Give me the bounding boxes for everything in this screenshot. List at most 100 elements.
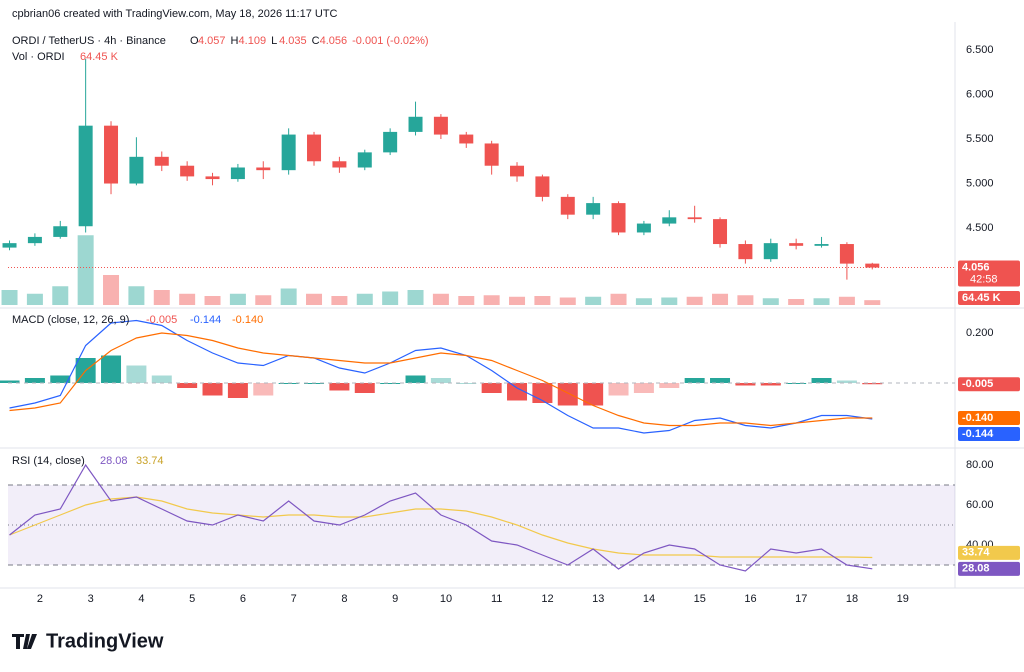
candle-body [357, 152, 372, 168]
macd-hist-label-bg [958, 377, 1020, 392]
y-tick-label: 6.000 [966, 88, 994, 100]
volume-bar [559, 297, 576, 305]
candle-body [560, 196, 575, 215]
histogram-bar [101, 355, 122, 383]
histogram-bar [735, 383, 756, 386]
histogram-bar [253, 383, 274, 396]
last-price-label-bg [958, 260, 1020, 287]
volume-bar [229, 293, 246, 305]
volume-bar [1, 290, 18, 305]
candle-body [383, 131, 398, 153]
ohlc-legend: H [231, 35, 239, 47]
histogram-bar [177, 383, 198, 388]
histogram-bar [760, 383, 781, 386]
candle-body [789, 243, 804, 246]
candle-body [839, 244, 854, 264]
volume-bar [179, 293, 196, 305]
candle-body [129, 156, 144, 184]
x-tick-label: 13 [592, 593, 604, 605]
rsi-band [8, 485, 955, 565]
x-tick-label: 6 [240, 593, 246, 605]
volume-bar [382, 291, 399, 305]
volume-bar [280, 288, 297, 305]
histogram-bar [557, 383, 578, 406]
rsi-ma-label: 33.74 [962, 547, 990, 559]
rsi-legend-ma: 33.74 [136, 455, 164, 467]
candle-body [205, 176, 220, 180]
histogram-bar [380, 383, 401, 384]
macd-legend-hist: -0.005 [146, 314, 177, 326]
histogram-bar [507, 383, 528, 401]
y-tick-label: 5.500 [966, 133, 994, 145]
volume-bar [458, 296, 475, 305]
volume-bar [534, 296, 551, 305]
rsi-legend-value: 28.08 [100, 455, 128, 467]
macd-legend-signal: -0.140 [232, 314, 263, 326]
x-tick-label: 16 [744, 593, 756, 605]
candle-body [636, 223, 651, 233]
ohlc-legend: 4.057 [198, 35, 226, 47]
candle-body [332, 161, 347, 168]
candle-body [535, 176, 550, 197]
indicator-line [9, 496, 873, 559]
volume-bar [432, 293, 449, 305]
volume-bar [331, 296, 348, 305]
ohlc-legend: -0.001 (-0.02%) [352, 35, 428, 47]
y-tick-label: 60.00 [966, 499, 994, 511]
histogram-bar [126, 365, 147, 383]
rsi-label-bg [958, 561, 1020, 576]
volume-bar [635, 298, 652, 305]
candle-body [510, 165, 525, 177]
histogram-bar [24, 378, 45, 383]
candle-body [307, 134, 322, 162]
brand-logo [12, 634, 37, 649]
volume-bar [306, 293, 323, 305]
y-tick-label: 80.00 [966, 459, 994, 471]
volume-bar [103, 275, 120, 305]
x-tick-label: 7 [291, 593, 297, 605]
candle-body [586, 203, 601, 215]
candle-body [459, 134, 474, 144]
volume-legend-value: 64.45 K [80, 51, 119, 63]
indicator-line [9, 319, 873, 434]
candle-body [180, 165, 195, 177]
histogram-bar [405, 375, 426, 383]
candle-body [611, 203, 626, 233]
volume-bar [52, 286, 69, 305]
macd-hist-label: -0.005 [962, 378, 993, 390]
indicator-line [9, 332, 873, 427]
volume-bar [610, 293, 627, 305]
macd-series-label-bg [958, 411, 1020, 425]
candle-body [763, 243, 778, 260]
y-tick-label: 5.000 [966, 177, 994, 189]
macd-title: MACD (close, 12, 26, 9) [12, 314, 129, 326]
macd-series-label: -0.144 [962, 428, 994, 440]
histogram-bar [583, 383, 604, 406]
x-tick-label: 10 [440, 593, 452, 605]
x-tick-label: 11 [491, 593, 502, 605]
candle-body [662, 217, 677, 224]
candle-body [256, 167, 271, 171]
candle-body [281, 134, 296, 171]
last-price-label-countdown: 42:58 [970, 273, 998, 285]
x-tick-label: 9 [392, 593, 398, 605]
histogram-bar [811, 378, 832, 383]
ohlc-legend: 4.056 [320, 35, 348, 47]
candle-body [27, 236, 42, 244]
volume-bar [153, 290, 170, 305]
volume-bar [686, 296, 703, 305]
ohlc-legend: 4.035 [279, 35, 307, 47]
volume-bar [356, 293, 373, 305]
candle-body [154, 156, 169, 166]
y-tick-label: 0.200 [966, 327, 994, 339]
x-tick-label: 5 [189, 593, 195, 605]
volume-bar [737, 295, 754, 305]
histogram-bar [430, 378, 451, 383]
volume-bar [483, 295, 500, 305]
volume-bar [762, 298, 779, 305]
volume-label-bg [958, 291, 1020, 305]
volume-bar [407, 290, 424, 305]
candle-body [78, 125, 93, 227]
indicator-line [9, 463, 873, 572]
